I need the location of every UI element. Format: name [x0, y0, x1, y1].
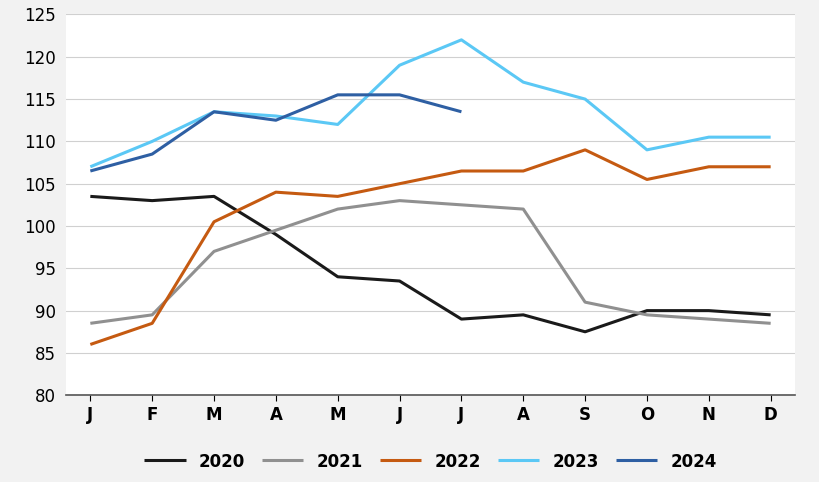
2023 — [456, 37, 466, 43]
2024 — [209, 109, 219, 115]
Line: 2023: 2023 — [90, 40, 770, 167]
2024 — [270, 117, 280, 123]
2020 — [147, 198, 157, 203]
2020 — [333, 274, 342, 280]
2023 — [333, 121, 342, 127]
2020 — [641, 308, 651, 313]
2023 — [703, 134, 713, 140]
2023 — [580, 96, 590, 102]
2023 — [518, 79, 527, 85]
2020 — [580, 329, 590, 335]
2021 — [456, 202, 466, 208]
2022 — [456, 168, 466, 174]
2023 — [765, 134, 775, 140]
Line: 2020: 2020 — [90, 196, 770, 332]
2022 — [703, 164, 713, 170]
2020 — [209, 193, 219, 199]
2022 — [641, 176, 651, 182]
2021 — [85, 321, 95, 326]
2020 — [703, 308, 713, 313]
2024 — [456, 109, 466, 115]
2021 — [703, 316, 713, 322]
2021 — [394, 198, 404, 203]
2022 — [333, 193, 342, 199]
2023 — [270, 113, 280, 119]
2021 — [518, 206, 527, 212]
Line: 2021: 2021 — [90, 201, 770, 323]
2024 — [333, 92, 342, 98]
2020 — [518, 312, 527, 318]
2020 — [765, 312, 775, 318]
2021 — [209, 249, 219, 254]
2023 — [85, 164, 95, 170]
2022 — [765, 164, 775, 170]
2021 — [641, 312, 651, 318]
2024 — [147, 151, 157, 157]
2023 — [641, 147, 651, 153]
2020 — [394, 278, 404, 284]
2022 — [518, 168, 527, 174]
2024 — [85, 168, 95, 174]
2024 — [394, 92, 404, 98]
2021 — [147, 312, 157, 318]
2021 — [765, 321, 775, 326]
2020 — [85, 193, 95, 199]
2023 — [147, 138, 157, 144]
2020 — [456, 316, 466, 322]
2020 — [270, 231, 280, 237]
2021 — [270, 228, 280, 233]
Line: 2024: 2024 — [90, 95, 461, 171]
Legend: 2020, 2021, 2022, 2023, 2024: 2020, 2021, 2022, 2023, 2024 — [143, 453, 717, 471]
2022 — [85, 342, 95, 348]
2022 — [394, 181, 404, 187]
2022 — [580, 147, 590, 153]
2022 — [147, 321, 157, 326]
2023 — [209, 109, 219, 115]
2022 — [209, 219, 219, 225]
Line: 2022: 2022 — [90, 150, 770, 345]
2023 — [394, 62, 404, 68]
2021 — [333, 206, 342, 212]
2022 — [270, 189, 280, 195]
2021 — [580, 299, 590, 305]
